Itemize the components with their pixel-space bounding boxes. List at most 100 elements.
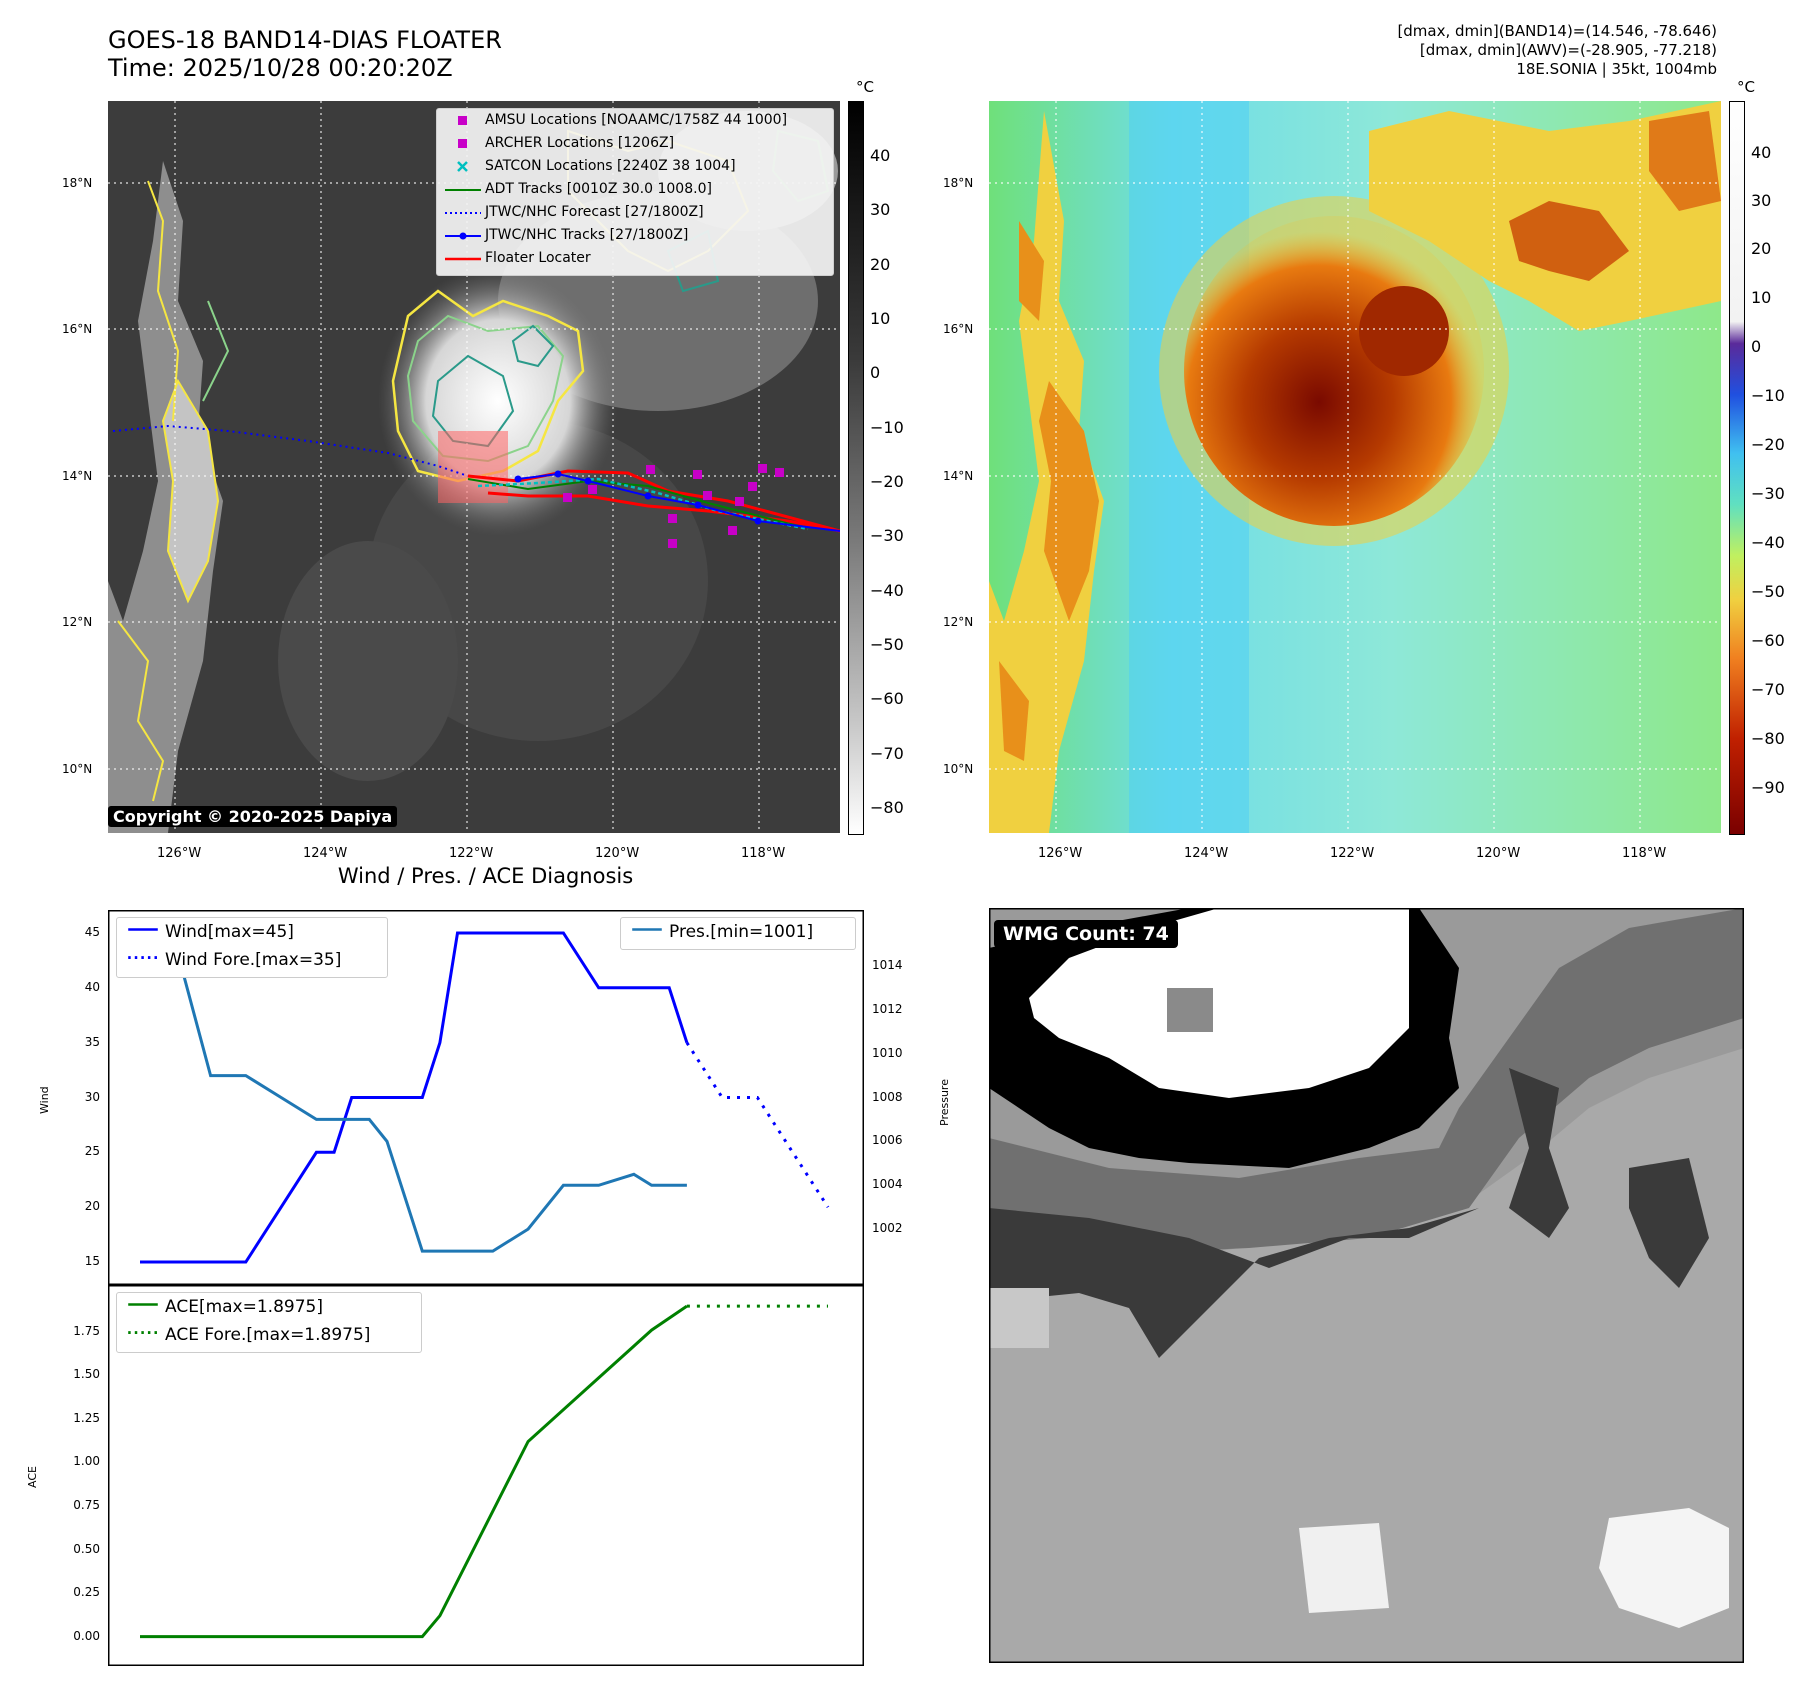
wmg-center-gray xyxy=(1167,988,1213,1032)
cb-color-tick: 20 xyxy=(1751,239,1772,258)
wmg-left-light xyxy=(989,1288,1049,1348)
lon-tick-120: 120°W xyxy=(1476,846,1521,861)
lat-tick-14: 14°N xyxy=(62,469,93,483)
ace-chart xyxy=(108,1285,864,1666)
title-line-2: Time: 2025/10/28 00:20:20Z xyxy=(108,54,453,82)
lat-tick-16: 16°N xyxy=(62,322,93,336)
header-stat-band14: [dmax, dmin](BAND14)=(14.546, -78.646) xyxy=(1397,22,1717,40)
wind-chart-series-0 xyxy=(140,931,689,1264)
lat-tick-16: 16°N xyxy=(943,322,974,336)
cb-gray-tick: 40 xyxy=(870,146,891,165)
map-gridlines xyxy=(989,101,1721,833)
ace-ytick: 0.75 xyxy=(73,1497,100,1512)
wind-legend: Wind[max=45] Wind Fore.[max=35] xyxy=(116,917,388,978)
legend-item-wind-forecast: Wind Fore.[max=35] xyxy=(128,950,342,970)
cb-color-tick: −70 xyxy=(1751,680,1785,699)
cb-color-tick: 10 xyxy=(1751,288,1772,307)
wmg-frame xyxy=(989,908,1744,1663)
wmg-dark-band xyxy=(989,1138,1519,1358)
cb-color-tick: −60 xyxy=(1751,631,1785,650)
lat-tick-10: 10°N xyxy=(62,762,93,776)
copyright-badge: Copyright © 2020-2025 Dapiya xyxy=(108,806,398,827)
amsu-markers xyxy=(563,464,784,548)
cb-gray-tick: −10 xyxy=(870,418,904,437)
lat-tick-12: 12°N xyxy=(62,615,93,629)
cloud-contour-west xyxy=(117,620,165,802)
wmg-bottom-white xyxy=(1299,1523,1389,1613)
cb-gray-tick: −40 xyxy=(870,581,904,600)
ir-color-map xyxy=(989,101,1721,833)
cb-color-tick: 40 xyxy=(1751,143,1772,162)
cloud-band-west xyxy=(108,161,223,833)
header-stats: [dmax, dmin](BAND14)=(14.546, -78.646) [… xyxy=(1397,22,1717,79)
pressure-ytick: 1010 xyxy=(872,1045,903,1060)
cb-gray-tick: 0 xyxy=(870,363,881,382)
floater-locater-track xyxy=(467,469,840,533)
lon-tick-118: 118°W xyxy=(1622,846,1667,861)
cb-gray-tick: 20 xyxy=(870,255,891,274)
pressure-axis-label: Pressure xyxy=(938,1079,951,1126)
colorbar-gray xyxy=(848,101,864,835)
lon-tick-122: 122°W xyxy=(1330,846,1375,861)
lon-tick-118: 118°W xyxy=(741,846,786,861)
lon-tick-122: 122°W xyxy=(449,846,494,861)
pressure-yticks: 1002 1004 1006 1008 1010 1012 1014 xyxy=(872,910,932,1285)
ace-ytick: 1.25 xyxy=(73,1410,100,1425)
lon-tick-126: 126°W xyxy=(157,846,202,861)
ace-ytick: 0.50 xyxy=(73,1541,100,1556)
colorbar-gray-unit: °C xyxy=(856,78,874,96)
wind-axis-label: Wind xyxy=(38,1086,51,1114)
storm-core-secondary xyxy=(1359,286,1449,376)
lat-tick-12: 12°N xyxy=(943,615,974,629)
ace-ytick: 1.75 xyxy=(73,1323,100,1338)
ace-ytick: 1.00 xyxy=(73,1454,100,1469)
legend-item-ace-forecast: ACE Fore.[max=1.8975] xyxy=(128,1325,371,1345)
cb-gray-tick: −30 xyxy=(870,526,904,545)
cloud-cluster-ne-core xyxy=(1509,201,1629,281)
colorbar-color xyxy=(1729,101,1745,835)
wmg-gray-band xyxy=(989,908,1744,1253)
storm-cloud xyxy=(1184,216,1484,526)
wind-ytick: 45 xyxy=(84,924,100,939)
map-legend: AMSU Locations [NOAAMC/1758Z 44 1000] AR… xyxy=(436,108,834,276)
colorbar-color-ticks: 40 30 20 10 0 −10 −20 −30 −40 −50 −60 −7… xyxy=(1751,101,1801,833)
cb-color-tick: −10 xyxy=(1751,386,1785,405)
wmg-dark-band xyxy=(1509,1068,1569,1238)
legend-item-jtwc-tracks: JTWC/NHC Tracks [27/1800Z] xyxy=(437,224,833,247)
pressure-ytick: 1006 xyxy=(872,1133,903,1148)
legend-item-pressure: Pres.[min=1001] xyxy=(632,922,814,942)
cb-gray-tick: −20 xyxy=(870,472,904,491)
floater-box xyxy=(438,431,508,503)
storm-contour-yellow xyxy=(391,289,585,483)
pressure-ytick: 1004 xyxy=(872,1177,903,1192)
wmg-white-core xyxy=(1029,908,1409,1098)
lon-tick-120: 120°W xyxy=(595,846,640,861)
cloud-band-west-core xyxy=(161,378,220,604)
legend-item-amsu: AMSU Locations [NOAAMC/1758Z 44 1000] xyxy=(437,109,833,132)
legend-item-floater: Floater Locater xyxy=(445,250,591,266)
wind-ytick: 20 xyxy=(84,1199,100,1214)
jtwc-track-points xyxy=(514,470,762,525)
cloud-band-west-core xyxy=(1039,381,1099,621)
plot-frame xyxy=(108,1285,864,1666)
plot-frame xyxy=(108,910,864,1285)
cloud-band-west-core xyxy=(1019,221,1044,321)
colorbar-gray-ticks: 40 30 20 10 0 −10 −20 −30 −40 −50 −60 −7… xyxy=(870,101,930,833)
cb-color-tick: −90 xyxy=(1751,778,1785,797)
ace-yticks: 0.00 0.25 0.50 0.75 1.00 1.25 1.50 1.75 xyxy=(40,1285,100,1666)
lon-tick-124: 124°W xyxy=(1184,846,1229,861)
cloud-band-west-core xyxy=(999,661,1029,761)
cb-gray-tick: −70 xyxy=(870,744,904,763)
cb-color-tick: −40 xyxy=(1751,533,1785,552)
ace-axis-label: ACE xyxy=(26,1466,39,1488)
wind-ytick: 40 xyxy=(84,979,100,994)
chart-title: GOES-18 BAND14-DIAS FLOATER Time: 2025/1… xyxy=(108,26,502,82)
header-stat-storm: 18E.SONIA | 35kt, 1004mb xyxy=(1516,60,1717,78)
cloud-patch xyxy=(278,541,458,781)
ace-chart-series-0 xyxy=(140,1304,688,1639)
lat-tick-14: 14°N xyxy=(943,469,974,483)
wmg-bottom-white xyxy=(1599,1508,1729,1628)
ace-ytick: 1.50 xyxy=(73,1367,100,1382)
wind-ytick: 35 xyxy=(84,1034,100,1049)
legend-item-archer: ARCHER Locations [1206Z] xyxy=(437,132,833,155)
